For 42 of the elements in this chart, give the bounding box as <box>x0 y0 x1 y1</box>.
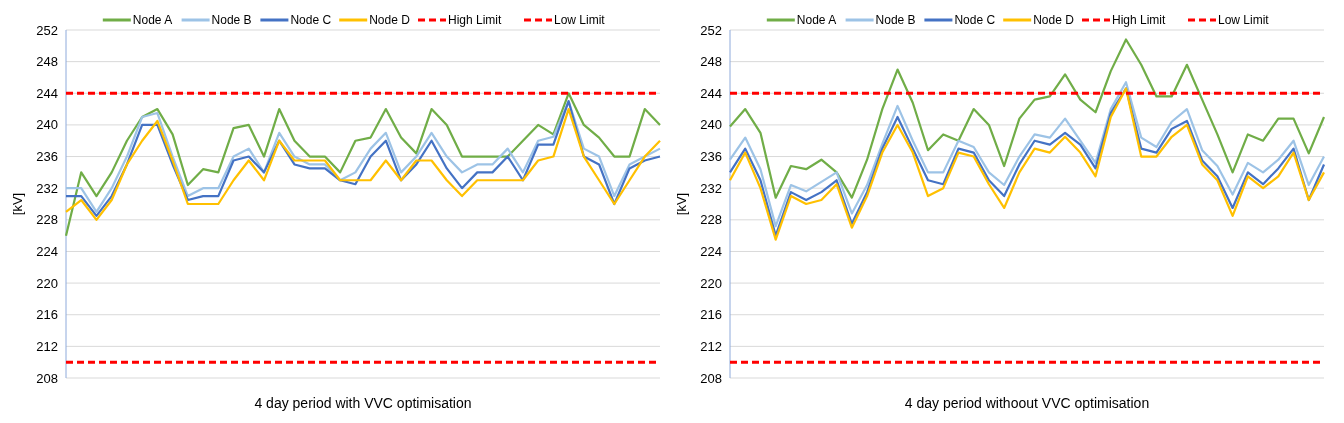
y-tick-label: 240 <box>36 117 58 133</box>
y-tick-label: 248 <box>700 54 722 70</box>
y-tick-label: 212 <box>36 338 58 354</box>
y-tick-label: 228 <box>36 212 58 228</box>
y-tick-label: 252 <box>700 22 722 38</box>
legend-label: High Limit <box>448 13 503 28</box>
line-series <box>728 38 1326 199</box>
x-axis-title: 4 day period withoout VVC optimisation <box>904 395 1150 411</box>
legend-label: Node B <box>211 13 252 28</box>
line-series <box>64 92 662 237</box>
y-tick-label: 240 <box>700 117 722 133</box>
legend-label: Node B <box>875 13 916 28</box>
legend-label: Node A <box>132 13 173 28</box>
y-tick-label: 208 <box>700 370 722 386</box>
legend-label: Node D <box>369 13 411 28</box>
y-tick-label: 236 <box>36 149 58 165</box>
legend-label: Low Limit <box>1218 13 1270 28</box>
legend-label: Node C <box>290 13 332 28</box>
y-tick-label: 216 <box>36 307 58 323</box>
y-tick-label: 252 <box>36 22 58 38</box>
y-tick-label: 248 <box>36 54 58 70</box>
y-tick-label: 212 <box>700 338 722 354</box>
legend-label: Node A <box>796 13 837 28</box>
y-tick-label: 216 <box>700 307 722 323</box>
legend-label: High Limit <box>1112 13 1167 28</box>
legend-label: Node C <box>954 13 996 28</box>
y-tick-label: 236 <box>700 149 722 165</box>
y-tick-label: 208 <box>36 370 58 386</box>
y-tick-label: 232 <box>36 180 58 196</box>
legend-label: Low Limit <box>554 13 606 28</box>
y-tick-label: 224 <box>700 244 722 259</box>
x-axis-title: 4 day period with VVC optimisation <box>254 395 472 411</box>
y-axis-title: [kV] <box>674 192 689 216</box>
y-tick-label: 244 <box>36 85 58 101</box>
legend-label: Node D <box>1033 13 1075 28</box>
y-tick-label: 232 <box>700 180 722 196</box>
y-axis-title: [kV] <box>10 192 25 216</box>
y-tick-label: 224 <box>36 244 58 259</box>
y-tick-label: 220 <box>36 275 58 291</box>
y-tick-label: 228 <box>700 212 722 228</box>
y-tick-label: 244 <box>700 85 722 101</box>
y-tick-label: 220 <box>700 275 722 291</box>
